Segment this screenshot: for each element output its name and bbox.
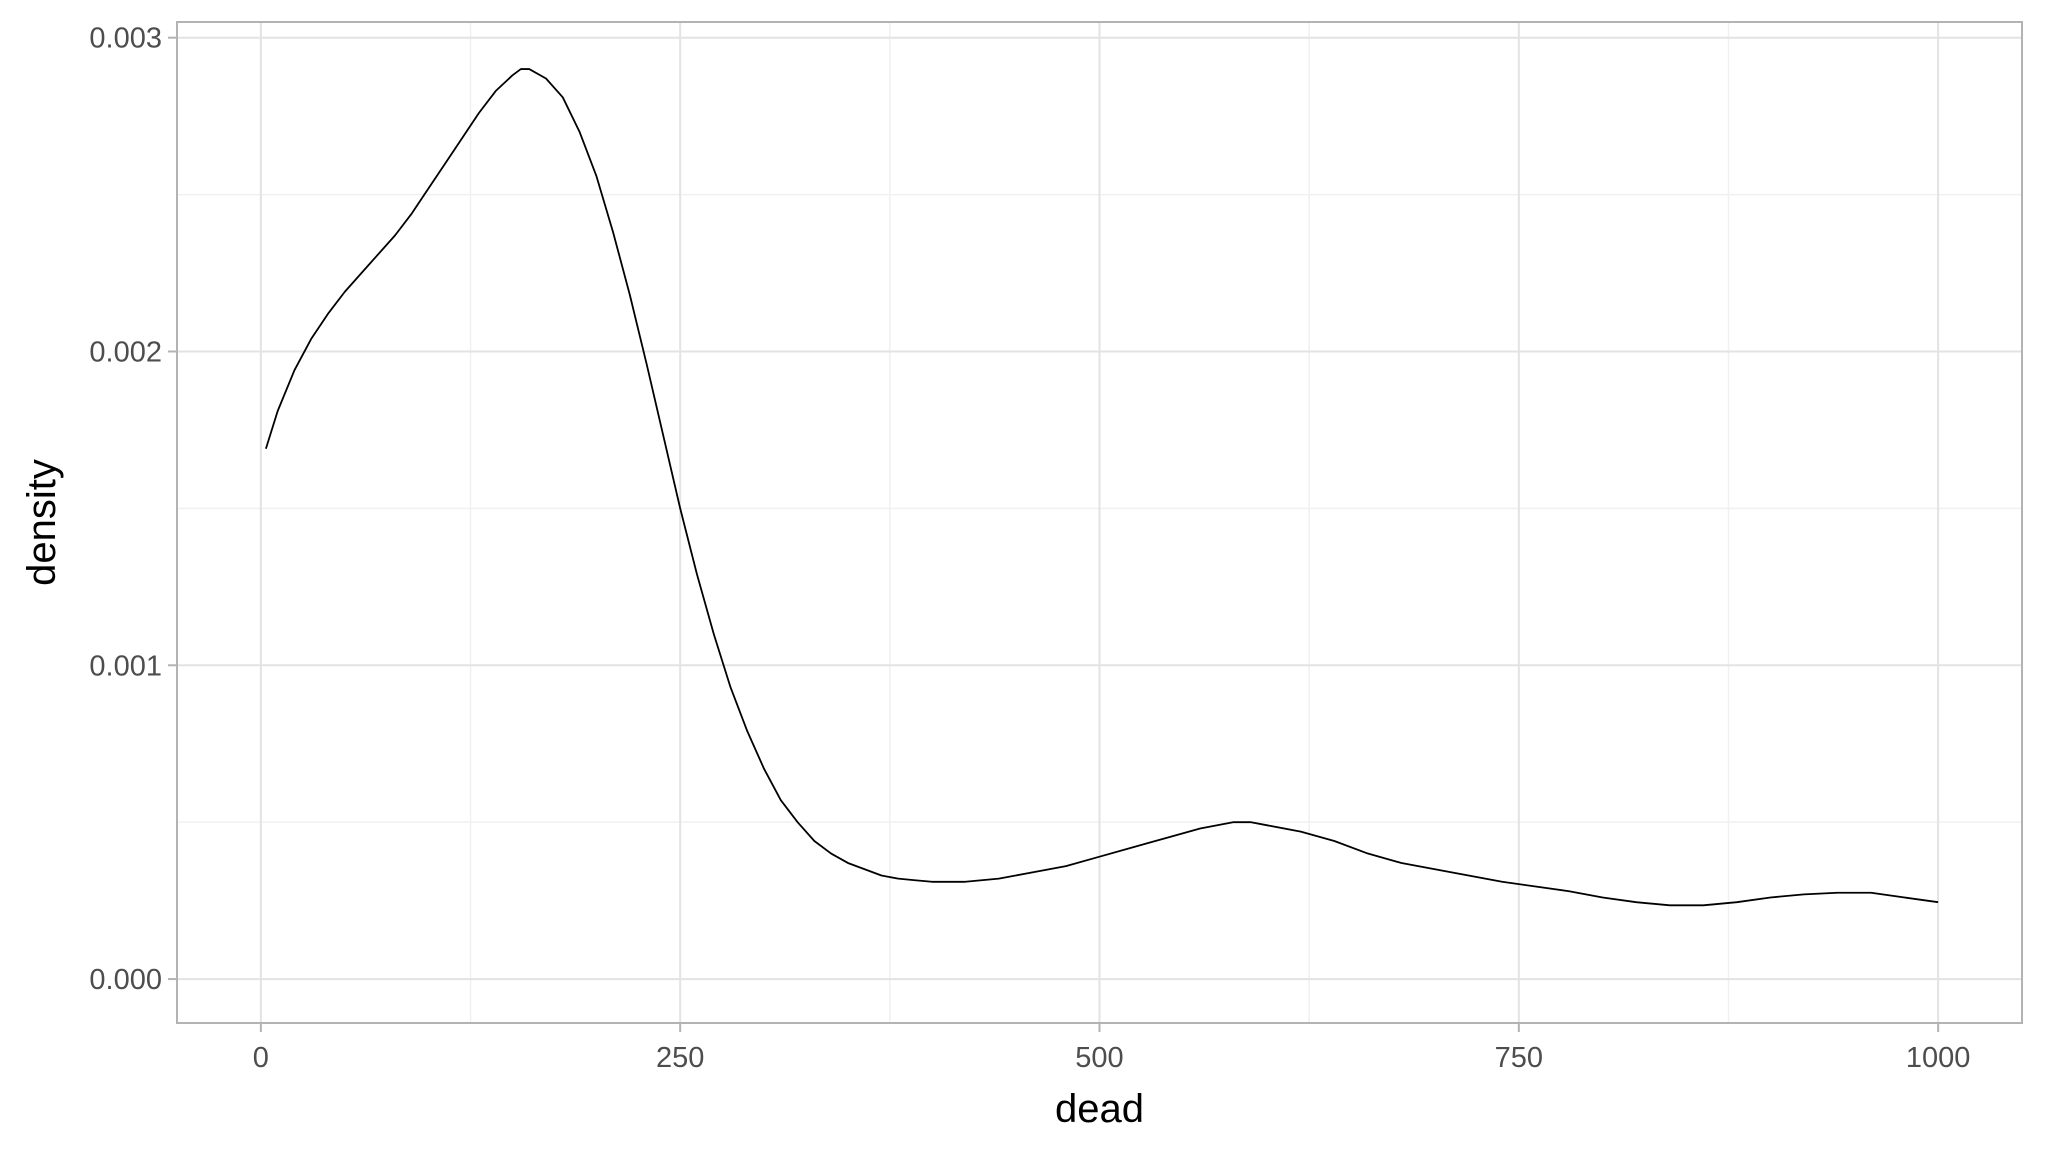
y-tick-label-1: 0.001 bbox=[89, 650, 162, 682]
x-tick-label-4: 1000 bbox=[1906, 1042, 1971, 1074]
x-tick-label-2: 500 bbox=[1075, 1042, 1123, 1074]
y-axis-title: density bbox=[20, 459, 64, 586]
x-tick-label-3: 750 bbox=[1495, 1042, 1543, 1074]
x-axis-ticks: 0 250 500 750 1000 bbox=[253, 1023, 1971, 1074]
y-tick-label-3: 0.003 bbox=[89, 23, 162, 55]
x-axis-title: dead bbox=[1055, 1087, 1144, 1131]
density-series-line bbox=[265, 68, 1939, 907]
y-tick-label-2: 0.002 bbox=[89, 336, 162, 368]
x-tick-label-0: 0 bbox=[253, 1042, 269, 1074]
y-tick-label-0: 0.000 bbox=[89, 964, 162, 996]
y-axis-ticks: 0.000 0.001 0.002 0.003 bbox=[89, 23, 177, 996]
major-gridlines bbox=[177, 22, 2022, 1023]
x-tick-label-1: 250 bbox=[656, 1042, 704, 1074]
